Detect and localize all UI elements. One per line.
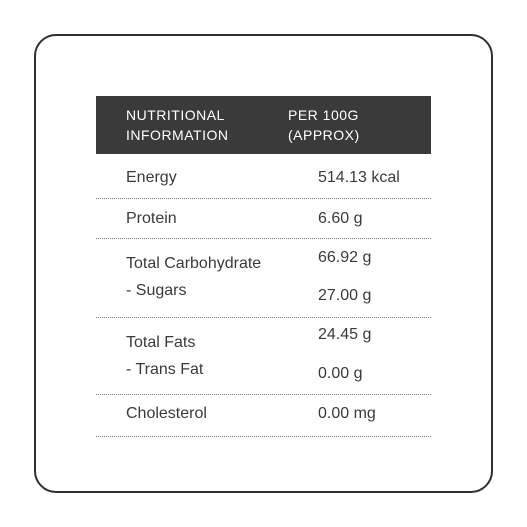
label-total-fats: Total Fats (126, 334, 196, 351)
row-protein: Protein 6.60 g (96, 199, 431, 239)
header-col1-line2: INFORMATION (126, 127, 229, 143)
value-cholesterol: 0.00 mg (318, 405, 376, 422)
header-nutritional-information: NUTRITIONAL INFORMATION (96, 105, 288, 145)
label-cholesterol: Cholesterol (126, 405, 207, 422)
row-cholesterol: Cholesterol 0.00 mg (96, 395, 431, 437)
header-col2-line2: (APPROX) (288, 127, 360, 143)
value-trans-fat: 0.00 g (318, 365, 363, 382)
label-trans-fat: - Trans Fat (126, 361, 204, 378)
value-sugars: 27.00 g (318, 287, 372, 304)
header-col2-line1: PER 100G (288, 107, 359, 123)
label-total-carbohydrate: Total Carbohydrate (126, 255, 262, 272)
value-total-fats: 24.45 g (318, 326, 372, 343)
row-energy: Energy 514.13 kcal (96, 154, 431, 199)
nutrition-table: NUTRITIONAL INFORMATION PER 100G (APPROX… (96, 96, 431, 437)
label-sugars: - Sugars (126, 282, 187, 299)
header-per-100g: PER 100G (APPROX) (288, 105, 431, 145)
label-protein: Protein (126, 210, 177, 227)
value-total-carbohydrate: 66.92 g (318, 249, 372, 266)
row-carbohydrate: Total Carbohydrate - Sugars 66.92 g 27.0… (96, 239, 431, 318)
header-col1-line1: NUTRITIONAL (126, 107, 225, 123)
label-energy: Energy (126, 169, 177, 186)
table-header: NUTRITIONAL INFORMATION PER 100G (APPROX… (96, 96, 431, 154)
row-fats: Total Fats - Trans Fat 24.45 g 0.00 g (96, 318, 431, 395)
value-protein: 6.60 g (318, 210, 363, 227)
value-energy: 514.13 kcal (318, 169, 400, 186)
